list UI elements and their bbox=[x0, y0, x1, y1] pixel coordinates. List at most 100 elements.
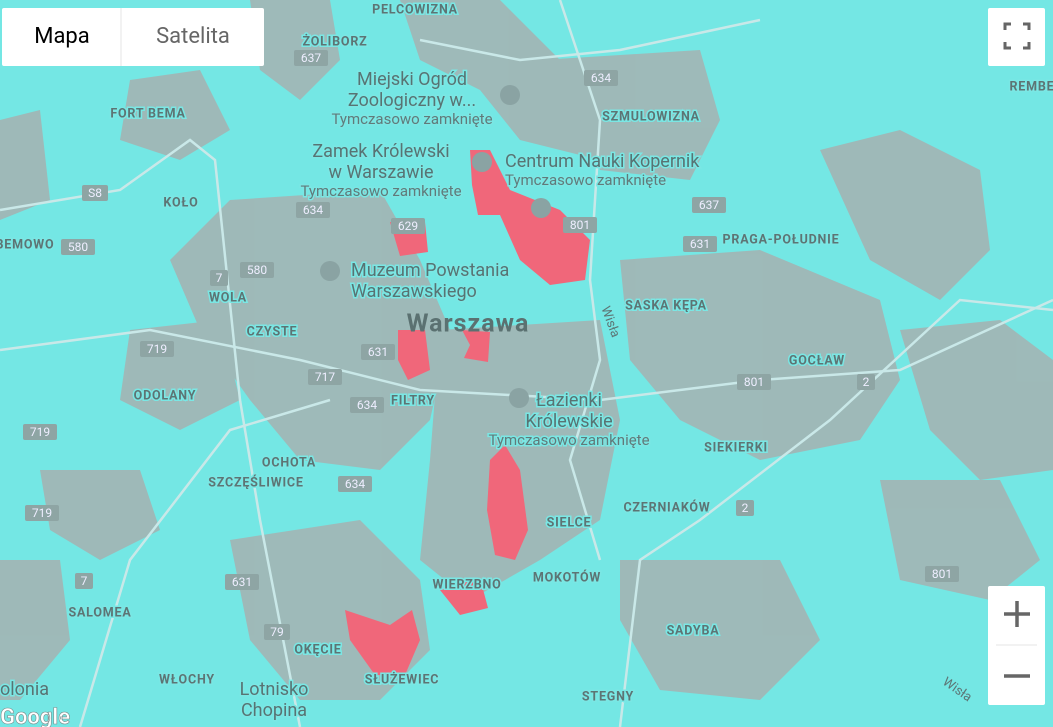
road-number: S8 bbox=[88, 186, 102, 200]
poi-name: Zamek Królewski bbox=[312, 141, 449, 162]
poi-icon bbox=[509, 388, 529, 408]
poi-status: Tymczasowo zamknięte bbox=[488, 431, 649, 449]
poi-name: Miejski Ogród bbox=[357, 69, 467, 90]
google-logo: Google bbox=[0, 705, 70, 727]
road-number: 7 bbox=[216, 271, 223, 285]
road-shield bbox=[683, 236, 717, 252]
road-shield bbox=[264, 624, 290, 640]
road-shield bbox=[210, 270, 228, 286]
area-label: FORT BEMA bbox=[110, 106, 185, 121]
area-label: STEGNY bbox=[582, 689, 634, 704]
area-label: WOLA bbox=[209, 290, 247, 305]
road-shield bbox=[225, 574, 259, 590]
area-label: SALOMEA bbox=[68, 605, 131, 620]
poi-icon bbox=[472, 152, 492, 172]
road-number: 79 bbox=[270, 625, 284, 639]
area-label: OKĘCIE bbox=[294, 642, 341, 657]
road-number: 637 bbox=[699, 198, 719, 212]
area-label: SIELCE bbox=[547, 515, 592, 530]
poi-icon bbox=[500, 85, 520, 105]
road-shield bbox=[240, 262, 274, 278]
road-number: 631 bbox=[368, 345, 388, 359]
road-shield bbox=[75, 573, 93, 589]
road-number: 801 bbox=[744, 375, 764, 389]
poi-name: Centrum Nauki Kopernik bbox=[505, 151, 700, 172]
density-areas bbox=[0, 0, 1053, 700]
area-label: CZYSTE bbox=[247, 324, 298, 339]
road-number: 637 bbox=[301, 51, 321, 65]
road-number: 580 bbox=[68, 240, 88, 254]
road-shield bbox=[563, 217, 597, 233]
road-number: 719 bbox=[30, 425, 50, 439]
area-label: GOCŁAW bbox=[789, 353, 845, 368]
road-number: 719 bbox=[147, 342, 167, 356]
poi-name: Lotnisko bbox=[240, 679, 309, 700]
road-number: 634 bbox=[345, 477, 365, 491]
coverage-hotspots bbox=[345, 150, 590, 675]
road-number: 801 bbox=[932, 567, 952, 581]
area-label: KOŁO bbox=[163, 195, 198, 210]
zoom-in[interactable] bbox=[1004, 601, 1030, 627]
area-label: CZERNIAKÓW bbox=[623, 499, 710, 515]
road-shield bbox=[140, 341, 174, 357]
area-label: PELCOWIZNA bbox=[372, 2, 458, 17]
road-number: 634 bbox=[591, 71, 611, 85]
road-shield bbox=[296, 202, 330, 218]
road-number: 7 bbox=[81, 574, 88, 588]
area-label: SADYBA bbox=[667, 623, 720, 638]
poi-name: Chopina bbox=[241, 700, 307, 721]
map-type-button[interactable]: Mapa bbox=[34, 24, 90, 49]
road-shield bbox=[23, 424, 57, 440]
road-number: 2 bbox=[863, 375, 870, 389]
zoom-control bbox=[988, 586, 1045, 705]
poi-name: Łazienki bbox=[536, 390, 602, 411]
road-shield bbox=[925, 566, 959, 582]
road-number: 2 bbox=[742, 501, 749, 515]
map-type-button[interactable]: Satelita bbox=[156, 24, 230, 49]
road-shield bbox=[391, 218, 425, 234]
road-shield bbox=[82, 185, 108, 201]
road-number: 631 bbox=[690, 237, 710, 251]
road-shield bbox=[308, 369, 342, 385]
road-shield bbox=[61, 239, 95, 255]
road-number: 580 bbox=[247, 263, 267, 277]
road-shield bbox=[361, 344, 395, 360]
road-number: 629 bbox=[398, 219, 418, 233]
road-number: 634 bbox=[357, 398, 377, 412]
road-shield bbox=[584, 70, 618, 86]
poi-name: Warszawskiego bbox=[351, 281, 477, 302]
road-shield bbox=[736, 500, 754, 516]
road-number: 634 bbox=[303, 203, 323, 217]
poi-name: w Warszawie bbox=[328, 162, 433, 183]
poi-status: Tymczasowo zamknięte bbox=[300, 182, 461, 200]
area-label: ŻOLIBORZ bbox=[302, 33, 367, 49]
poi-status: Tymczasowo zamknięte bbox=[505, 171, 666, 189]
road-shield bbox=[338, 476, 372, 492]
area-label: FILTRY bbox=[391, 393, 435, 408]
poi-name: olonia bbox=[0, 679, 49, 700]
road-shield bbox=[857, 374, 875, 390]
area-label: SZCZĘŚLIWICE bbox=[208, 474, 303, 490]
fullscreen-button[interactable] bbox=[988, 8, 1045, 66]
road-shield bbox=[737, 374, 771, 390]
city-label: Warszawa bbox=[407, 310, 530, 339]
area-label: SŁUŻEWIEC bbox=[365, 671, 440, 687]
road-number: 717 bbox=[315, 370, 335, 384]
map-type-control bbox=[2, 8, 264, 66]
area-label: WŁOCHY bbox=[159, 672, 215, 687]
poi-name: Królewskie bbox=[525, 411, 612, 432]
area-label: OCHOTA bbox=[262, 455, 316, 470]
poi-status: Tymczasowo zamknięte bbox=[331, 110, 492, 128]
poi-icon bbox=[320, 261, 340, 281]
road-shield bbox=[294, 50, 328, 66]
road-shield bbox=[350, 397, 384, 413]
road-shield bbox=[25, 505, 59, 521]
area-label: BEMOWO bbox=[0, 237, 54, 252]
area-label: ODOLANY bbox=[134, 388, 197, 403]
poi-name: Muzeum Powstania bbox=[351, 260, 509, 281]
poi-name: Zoologiczny w... bbox=[348, 90, 476, 111]
road-number: 801 bbox=[570, 218, 590, 232]
area-label: SZMULOWIZNA bbox=[602, 109, 700, 124]
area-label: SIEKIERKI bbox=[704, 440, 768, 455]
